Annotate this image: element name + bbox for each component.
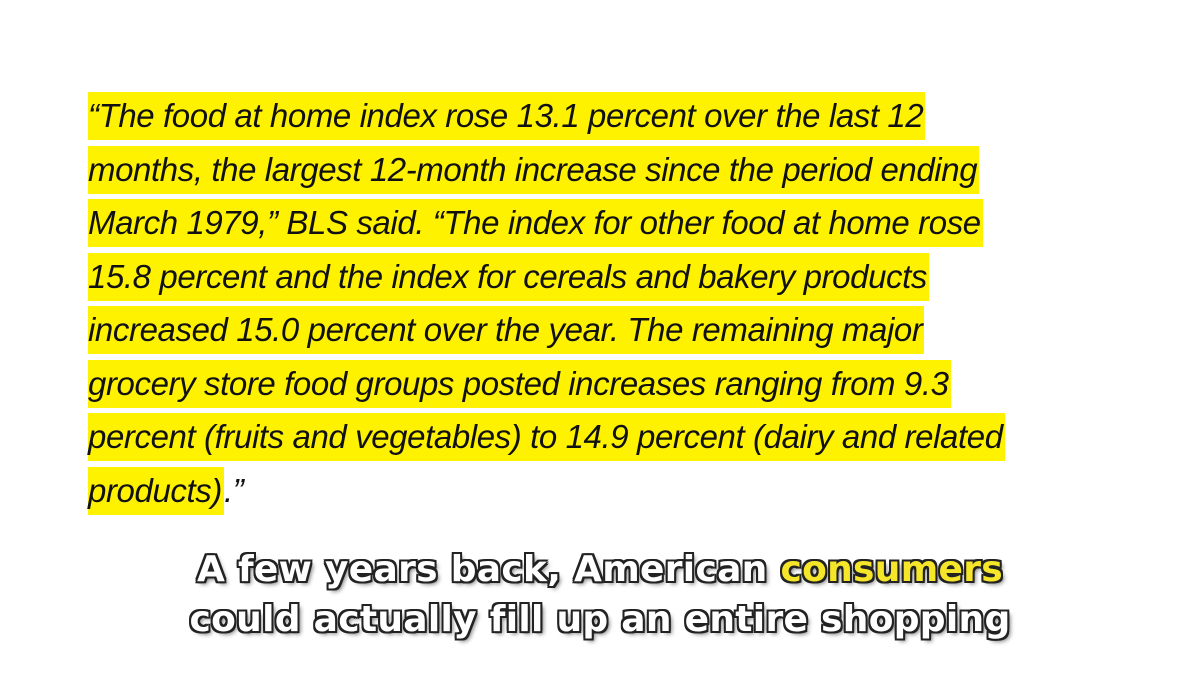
quote-block: “The food at home index rose 13.1 percen… [88,92,1128,520]
subtitle-line-2: could actually fill up an entire shoppin… [0,598,1200,642]
quote-line: products).” [88,466,1128,521]
quote-closing-text: .” [223,471,244,509]
quote-line-text: increased 15.0 percent over the year. Th… [88,306,925,354]
quote-line: grocery store food groups posted increas… [88,359,1128,414]
quote-line-text: “The food at home index rose 13.1 percen… [88,92,926,140]
quote-line: 15.8 percent and the index for cereals a… [88,252,1128,307]
quote-line: increased 15.0 percent over the year. Th… [88,306,1128,360]
quote-line-text: products) [88,466,224,515]
quote-line-text: March 1979,” BLS said. “The index for ot… [88,199,983,247]
quote-line-text: 15.8 percent and the index for cereals a… [88,252,930,301]
quote-line: months, the largest 12-month increase si… [88,145,1128,200]
quote-line: March 1979,” BLS said. “The index for ot… [88,199,1128,253]
quote-line: “The food at home index rose 13.1 percen… [88,92,1128,146]
subtitle-line-1: A few years back, American consumers [0,548,1200,592]
quote-line-text: percent (fruits and vegetables) to 14.9 … [88,413,1005,461]
subtitle-keyword: consumers [780,549,1004,590]
quote-line: percent (fruits and vegetables) to 14.9 … [88,413,1128,467]
quote-line-text: grocery store food groups posted increas… [88,359,951,408]
quote-line-text: months, the largest 12-month increase si… [88,145,980,194]
subtitle-text: A few years back, American [196,549,781,590]
subtitle-text: could actually fill up an entire shoppin… [189,599,1011,640]
